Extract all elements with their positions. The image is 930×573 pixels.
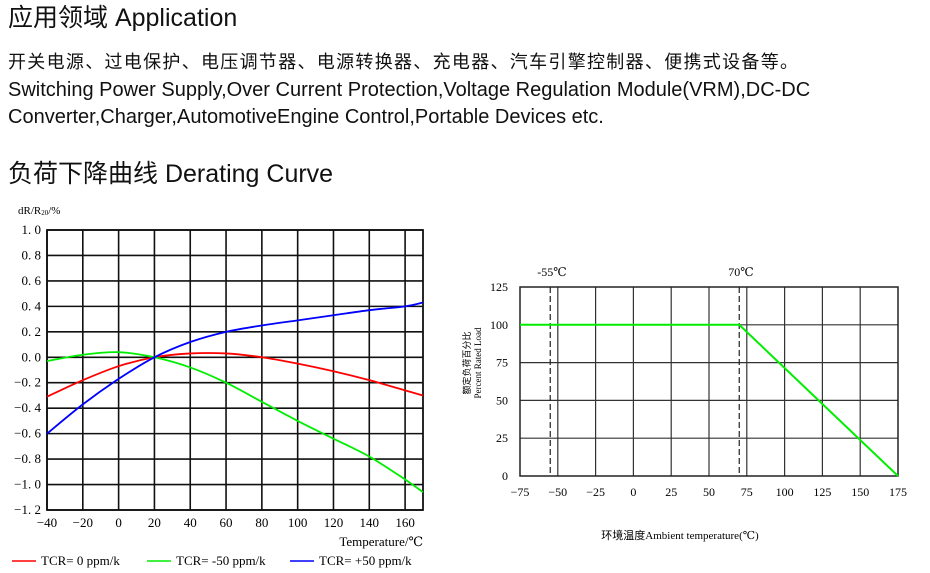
svg-text:−75: −75: [511, 485, 530, 499]
svg-text:175: 175: [889, 485, 907, 499]
svg-text:20: 20: [148, 515, 161, 530]
series-line: [46, 301, 424, 435]
chart2-temperature-markers: [549, 287, 740, 476]
svg-text:0. 0: 0. 0: [22, 349, 42, 364]
svg-text:50: 50: [703, 485, 715, 499]
svg-text:40: 40: [184, 515, 197, 530]
svg-text:1. 0: 1. 0: [22, 222, 42, 237]
chart2-ylabel: 额定负荷百分比 Percent Rated Load: [461, 327, 483, 398]
derating-heading: 负荷下降曲线 Derating Curve: [8, 160, 334, 188]
svg-text:−20: −20: [73, 515, 93, 530]
svg-text:125: 125: [813, 485, 831, 499]
svg-text:25: 25: [665, 485, 677, 499]
svg-text:−50: −50: [548, 485, 567, 499]
derating-chart: 额定负荷百分比 Percent Rated Load 125 100 75 50 25 0…: [461, 265, 907, 542]
chart1-y-ticks: 1. 0 0. 8 0. 6 0. 4 0. 2 0. 0 −0. 2 −0. 4 −0. 6 −…: [14, 222, 41, 517]
legend-label-tcr-minus50: TCR= -50 ppm/k: [176, 553, 266, 568]
svg-text:−0. 8: −0. 8: [14, 451, 41, 466]
svg-text:−0. 2: −0. 2: [14, 375, 41, 390]
series-line: [46, 352, 424, 398]
svg-text:120: 120: [324, 515, 344, 530]
svg-text:80: 80: [255, 515, 268, 530]
svg-text:150: 150: [851, 485, 869, 499]
svg-text:100: 100: [776, 485, 794, 499]
svg-text:Percent Rated Load: Percent Rated Load: [473, 327, 483, 398]
chart1-legend: TCR= 0 ppm/k TCR= -50 ppm/k TCR= +50 ppm…: [12, 553, 412, 568]
svg-text:160: 160: [395, 515, 415, 530]
resistance-change-chart: dR/R20/% 1. 0 0. 8 0. 6 0. 4 0. 2 0. 0 −0. 2 −0…: [12, 205, 424, 568]
application-description-en-line1: Switching Power Supply,Over Current Prot…: [8, 79, 811, 101]
chart1-grid: [46, 229, 424, 511]
svg-text:−0. 4: −0. 4: [14, 400, 41, 415]
application-heading: 应用领域 Application: [8, 4, 238, 32]
svg-text:−0. 6: −0. 6: [14, 426, 41, 441]
chart2-grid: [519, 286, 899, 477]
svg-text:100: 100: [490, 318, 508, 332]
chart2-y-ticks: 125 100 75 50 25 0: [490, 280, 508, 483]
svg-text:140: 140: [360, 515, 380, 530]
svg-text:额定负荷百分比: 额定负荷百分比: [461, 331, 472, 394]
svg-text:−25: −25: [586, 485, 605, 499]
derating-line: [520, 323, 899, 477]
svg-text:0. 8: 0. 8: [22, 247, 42, 262]
chart2-xlabel: 环境温度Ambient temperature(℃): [601, 528, 759, 542]
svg-text:0: 0: [115, 515, 122, 530]
chart1-series: [46, 301, 424, 493]
svg-text:60: 60: [220, 515, 233, 530]
svg-text:0: 0: [502, 469, 508, 483]
annotation-70: 70℃: [728, 265, 753, 279]
svg-text:−1. 2: −1. 2: [14, 502, 41, 517]
svg-text:100: 100: [288, 515, 308, 530]
chart2-x-ticks: −75 −50 −25 0 25 50 75 100 125 150 175: [511, 485, 907, 499]
legend-label-tcr-plus50: TCR= +50 ppm/k: [319, 553, 412, 568]
annotation-minus55: -55℃: [537, 265, 566, 279]
application-description-cn: 开关电源、过电保护、电压调节器、电源转换器、充电器、汽车引擎控制器、便携式设备等…: [8, 52, 800, 73]
svg-text:125: 125: [490, 280, 508, 294]
svg-text:0. 4: 0. 4: [22, 298, 42, 313]
svg-text:0. 6: 0. 6: [22, 273, 42, 288]
svg-text:50: 50: [496, 393, 508, 407]
chart1-xlabel: Temperature/℃: [339, 534, 423, 549]
svg-text:25: 25: [496, 431, 508, 445]
svg-text:0: 0: [630, 485, 636, 499]
svg-text:−1. 0: −1. 0: [14, 477, 41, 492]
chart1-ylabel: dR/R20/%: [18, 205, 60, 217]
svg-text:−40: −40: [37, 515, 57, 530]
chart1-x-ticks: −40 −20 0 20 40 60 80 100 120 140 160: [37, 515, 415, 530]
svg-text:0. 2: 0. 2: [22, 324, 42, 339]
chart2-series: [520, 323, 899, 477]
svg-text:75: 75: [741, 485, 753, 499]
svg-text:75: 75: [496, 356, 508, 370]
application-description-en-line2: Converter,Charger,AutomotiveEngine Contr…: [8, 106, 604, 128]
legend-label-tcr-0: TCR= 0 ppm/k: [41, 553, 120, 568]
series-line: [46, 351, 424, 493]
